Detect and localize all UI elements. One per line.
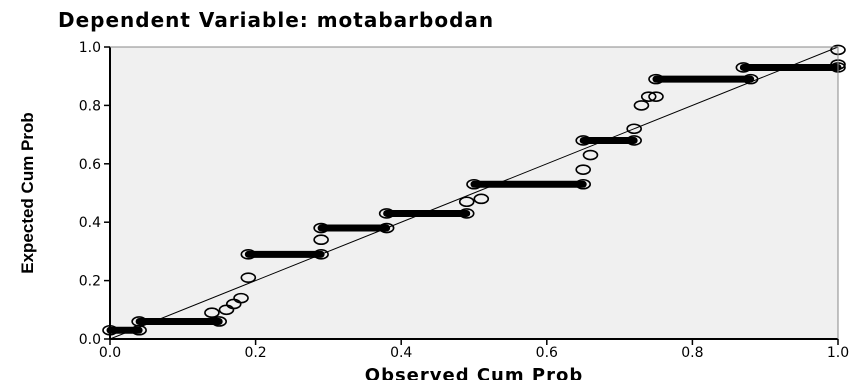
data-point-4 [204,307,220,319]
data-point-23 [626,135,642,146]
data-point-18 [466,178,482,190]
y-axis-label: Expected Cum Prob [18,112,37,274]
data-point-27 [648,91,664,102]
x-axis-label: Observed Cum Prob [365,365,583,380]
data-point-15 [458,208,475,219]
data-point-3 [211,316,227,327]
data-point-2 [131,316,147,327]
x-tick-label-5: 1.0 [827,345,849,361]
data-point-24 [626,123,642,135]
data-point-14 [378,208,395,219]
x-tick-label-0: 0.0 [99,345,121,361]
data-point-10 [313,249,329,260]
data-point-17 [473,193,490,205]
y-ticks: 0.0 0.2 0.4 0.6 0.8 1.0 [79,40,110,348]
y-tick-label-2: 0.4 [79,215,101,231]
x-tick-label-3: 0.6 [536,345,558,361]
data-point-19 [575,178,592,190]
y-tick-label-1: 0.2 [79,274,101,290]
data-point-21 [582,149,599,161]
chart-title: Dependent Variable: motabarbodan [58,8,494,32]
y-tick-label-3: 0.6 [79,157,101,173]
data-point-26 [640,91,657,102]
y-tick-label-5: 1.0 [79,40,101,56]
data-point-22 [575,135,592,146]
data-point-20 [575,164,592,175]
data-point-30 [735,62,752,73]
points-layer [102,44,846,336]
data-point-28 [648,73,664,85]
reference-line [109,46,839,340]
data-point-7 [233,292,249,304]
y-tick-label-0: 0.0 [79,332,101,348]
data-point-13 [378,222,395,234]
data-point-25 [633,100,650,111]
data-point-9 [240,249,257,260]
data-point-16 [458,196,475,208]
data-point-11 [313,234,329,246]
data-point-8 [240,272,257,283]
x-tick-label-1: 0.2 [244,345,266,361]
x-tick-label-4: 0.8 [681,345,703,361]
x-tick-label-2: 0.4 [390,345,412,361]
x-ticks: 0.0 0.2 0.4 0.6 0.8 1.0 [99,339,849,361]
data-point-12 [313,222,329,234]
y-tick-label-4: 0.8 [79,98,101,114]
